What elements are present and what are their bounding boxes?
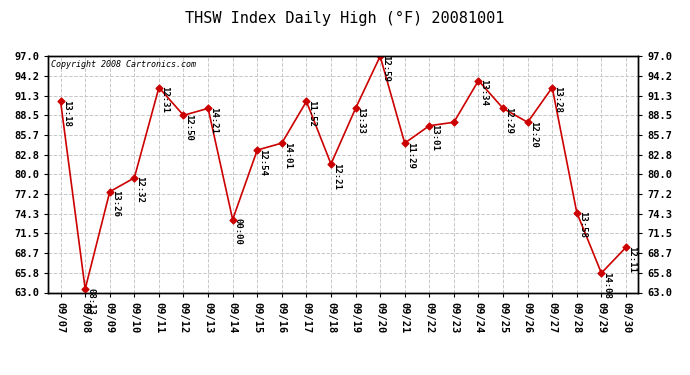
Point — [448, 119, 460, 125]
Point — [571, 210, 582, 216]
Text: 00:00: 00:00 — [234, 218, 243, 245]
Point — [153, 84, 164, 90]
Point — [522, 119, 533, 125]
Point — [596, 270, 607, 276]
Text: 11:29: 11:29 — [406, 142, 415, 169]
Point — [350, 105, 361, 111]
Text: Copyright 2008 Cartronics.com: Copyright 2008 Cartronics.com — [51, 60, 196, 69]
Text: 13:33: 13:33 — [357, 107, 366, 134]
Point — [375, 53, 386, 59]
Text: 14:08: 14:08 — [602, 272, 611, 298]
Text: 12:21: 12:21 — [332, 163, 341, 189]
Text: 13:18: 13:18 — [61, 100, 70, 127]
Text: 12:11: 12:11 — [627, 246, 636, 273]
Point — [301, 98, 312, 104]
Text: 12:29: 12:29 — [504, 107, 513, 134]
Text: 08:13: 08:13 — [86, 288, 95, 315]
Text: 13:34: 13:34 — [480, 79, 489, 106]
Text: 14:21: 14:21 — [209, 107, 218, 134]
Point — [400, 140, 411, 146]
Text: 12:31: 12:31 — [160, 86, 169, 113]
Point — [55, 98, 66, 104]
Point — [276, 140, 287, 146]
Point — [546, 84, 558, 90]
Point — [620, 244, 631, 250]
Text: 14:01: 14:01 — [283, 142, 292, 169]
Text: 11:52: 11:52 — [308, 100, 317, 127]
Text: THSW Index Daily High (°F) 20081001: THSW Index Daily High (°F) 20081001 — [186, 11, 504, 26]
Text: 12:20: 12:20 — [529, 121, 538, 148]
Text: 13:58: 13:58 — [578, 211, 587, 238]
Text: 12:50: 12:50 — [184, 114, 194, 141]
Point — [326, 161, 337, 167]
Text: 13:01: 13:01 — [431, 124, 440, 151]
Text: 12:59: 12:59 — [381, 55, 391, 82]
Text: 12:54: 12:54 — [258, 148, 267, 176]
Point — [424, 123, 435, 129]
Point — [252, 147, 263, 153]
Point — [104, 189, 115, 195]
Point — [178, 112, 189, 118]
Point — [79, 286, 90, 292]
Text: 13:28: 13:28 — [553, 86, 562, 113]
Point — [497, 105, 509, 111]
Text: 12:32: 12:32 — [135, 177, 144, 203]
Point — [203, 105, 214, 111]
Point — [473, 78, 484, 84]
Point — [129, 175, 140, 181]
Text: 13:26: 13:26 — [111, 190, 120, 217]
Point — [227, 216, 238, 222]
